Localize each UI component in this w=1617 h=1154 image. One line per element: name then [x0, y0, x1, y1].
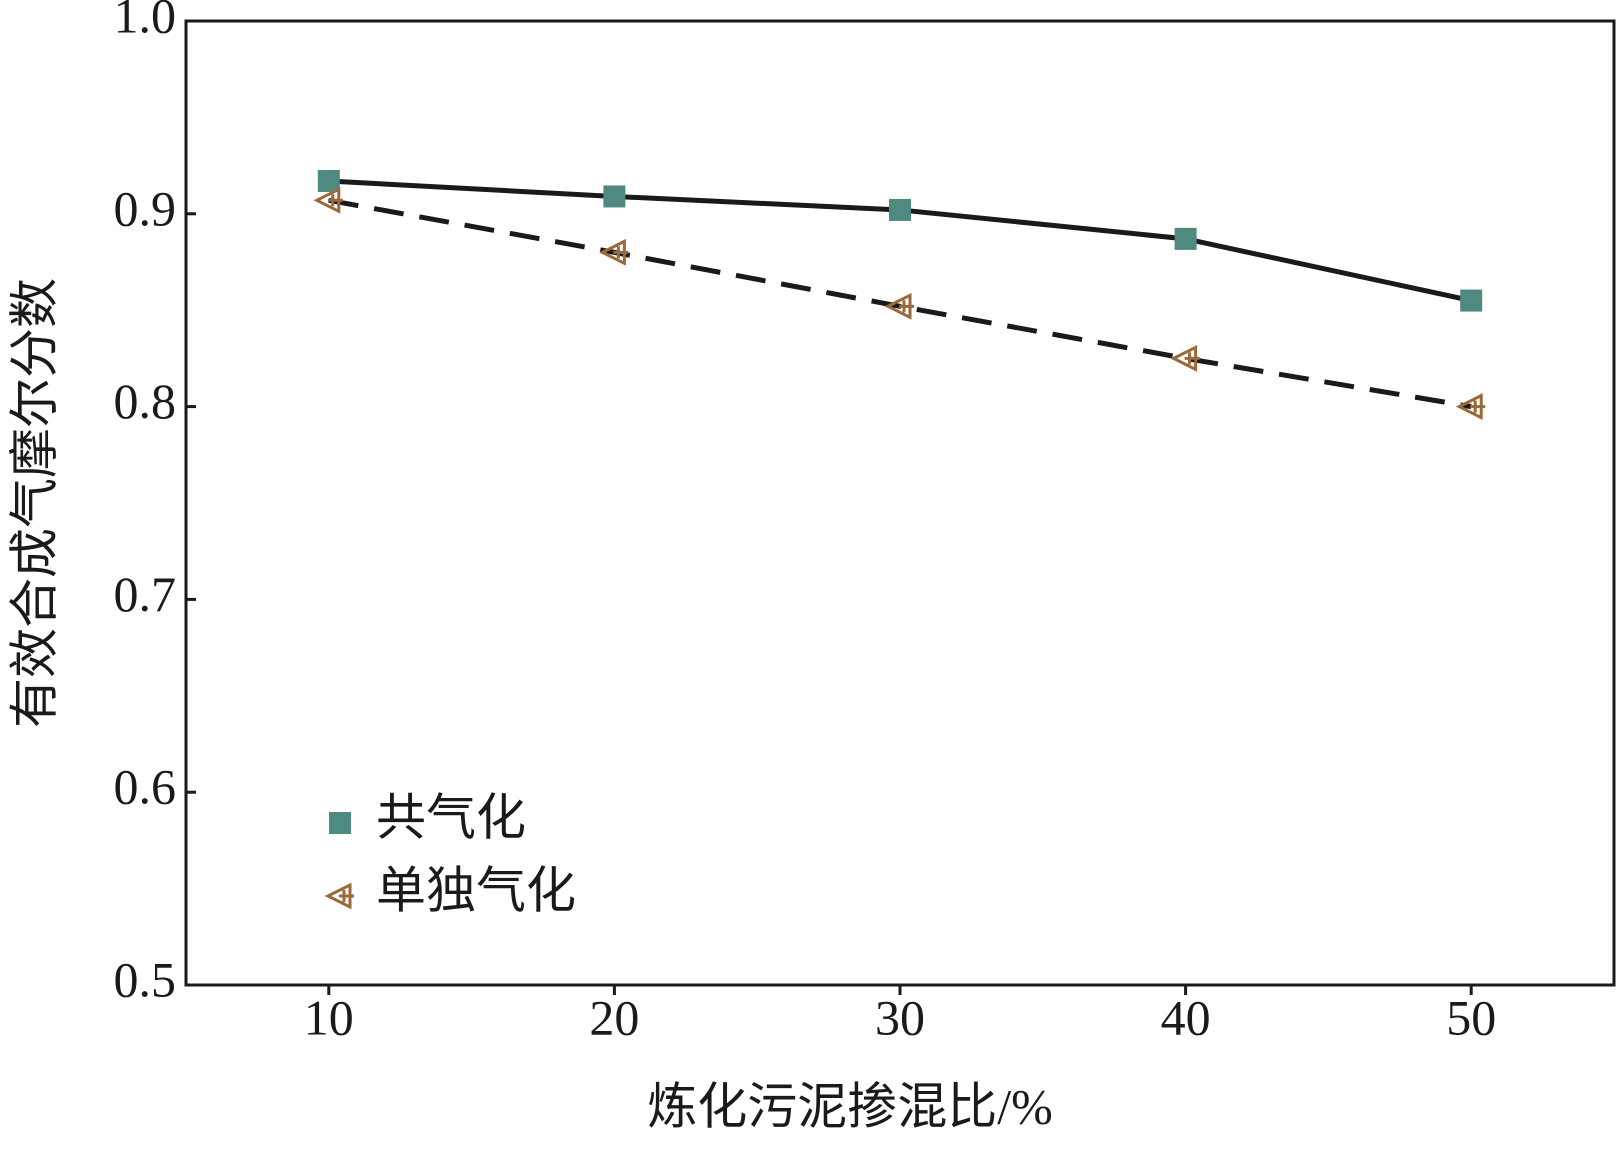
series-line [328, 197, 1472, 410]
data-point [603, 185, 626, 208]
y-tick-label: 0.6 [114, 759, 177, 815]
x-axis-label: 炼化污泥掺混比/% [647, 1078, 1053, 1134]
data-point [313, 186, 343, 214]
legend-label: 共气化 [376, 789, 526, 845]
x-tick-label: 10 [304, 989, 354, 1045]
y-tick-label: 0.7 [114, 566, 177, 622]
y-axis-label: 有效合成气摩尔分数 [6, 278, 62, 728]
legend-marker [324, 882, 354, 910]
x-tick-label: 30 [875, 989, 925, 1045]
data-point [1170, 344, 1200, 372]
data-point [1174, 227, 1197, 250]
y-tick-label: 1.0 [114, 0, 177, 43]
x-tick-label: 50 [1446, 989, 1496, 1045]
data-point [889, 198, 911, 221]
data-point [1460, 289, 1483, 312]
legend-marker [329, 812, 351, 834]
data-point [317, 170, 340, 193]
x-tick-label: 40 [1161, 989, 1211, 1045]
data-point [1455, 393, 1486, 421]
y-tick-label: 0.8 [114, 373, 177, 429]
legend-label: 单独气化 [376, 862, 576, 918]
data-point [884, 292, 914, 320]
y-tick-label: 0.5 [114, 951, 177, 1007]
data-point [599, 238, 629, 266]
y-tick-label: 0.9 [114, 180, 177, 236]
x-tick-label: 20 [589, 989, 639, 1045]
